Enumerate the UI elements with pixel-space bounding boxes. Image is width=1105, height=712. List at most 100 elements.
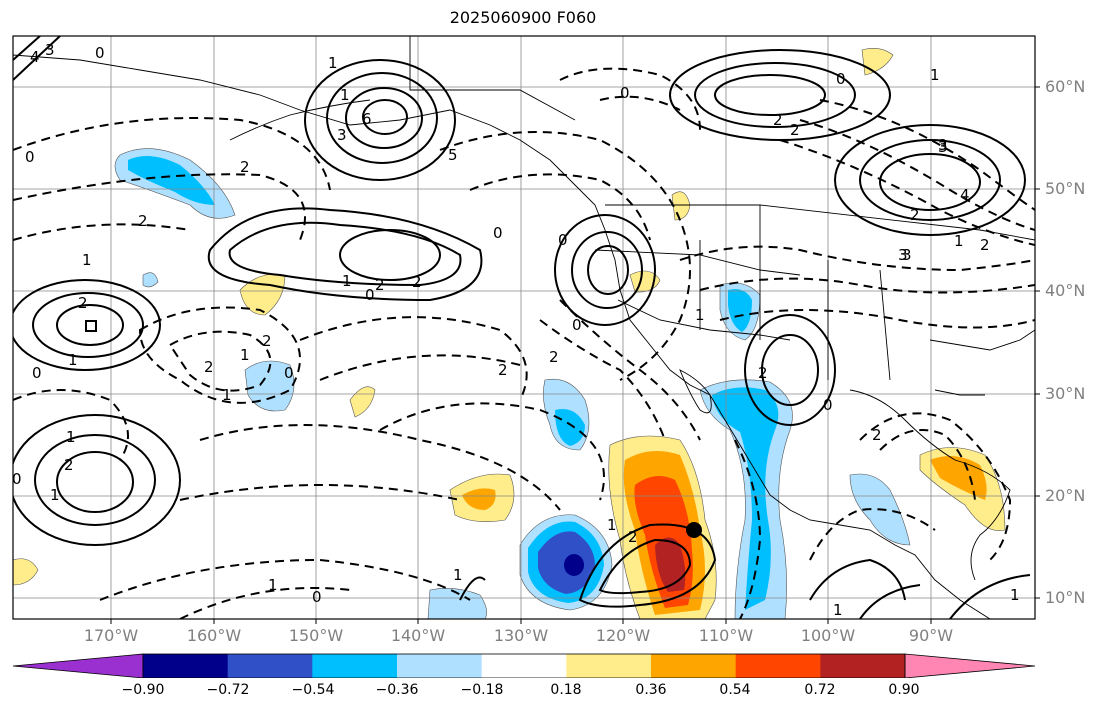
contour-label: 0 (312, 588, 322, 606)
contour-label: 0 (25, 148, 35, 166)
contour-label: 2 (790, 121, 800, 139)
contour-label: 1 (833, 601, 843, 619)
colorbar-tick-label: 0.36 (635, 682, 667, 698)
contour-label: 1 (1010, 586, 1020, 604)
map-frame (12, 35, 1036, 620)
lon-label: 150°W (288, 626, 344, 645)
contour-label: 3 (902, 246, 912, 264)
colorbar-segment (566, 654, 652, 678)
contour-label: 1 (50, 486, 60, 504)
contour-label: 0 (572, 316, 582, 334)
lon-label: 90°W (908, 626, 954, 645)
colorbar-tick-label: −0.36 (375, 682, 419, 698)
colorbar-tick-label: 0.72 (804, 682, 836, 698)
contour-label: 1 (340, 86, 350, 104)
colorbar-segment (481, 654, 567, 678)
contour-label: 0 (95, 44, 105, 62)
colorbar (12, 653, 1036, 678)
contour-label: 2 (980, 236, 990, 254)
colorbar-extend-min (12, 653, 144, 678)
contour-label: 1 (82, 251, 92, 269)
lat-label: 50°N (1045, 179, 1086, 198)
contour-label: 1 (222, 386, 232, 404)
lon-label: 120°W (595, 626, 651, 645)
contour-label: 0 (620, 84, 630, 102)
contour-label: 2 (204, 358, 214, 376)
contour-label: 2 (412, 273, 422, 291)
contour-label: 4 (30, 48, 40, 66)
contour-label: 0 (558, 231, 568, 249)
contour-label: 2 (64, 456, 74, 474)
contour-label: 5 (448, 146, 458, 164)
colorbar-tick-label: −0.18 (460, 682, 504, 698)
colorbar-segment (143, 654, 229, 678)
contour-label: 1 (240, 346, 250, 364)
contour-label: 1 (954, 232, 964, 250)
contour-label: 0 (823, 396, 833, 414)
lat-label: 20°N (1045, 486, 1086, 505)
contour-label: 3 (898, 246, 908, 264)
contour-label: 2 (240, 158, 250, 176)
colorbar-extend-max (904, 653, 1036, 678)
colorbar-frame (142, 653, 906, 678)
contour-label: 0 (365, 286, 375, 304)
colorbar-segment (312, 654, 398, 678)
contour-label: 0 (836, 70, 846, 88)
colorbar-segment (651, 654, 737, 678)
contour-label: 1 (453, 566, 463, 584)
colorbar-tick-label: 0.90 (888, 682, 920, 698)
contour-label: 2 (549, 348, 559, 366)
lon-label: 170°W (83, 626, 139, 645)
storm-center-marker (686, 522, 702, 538)
colorbar-segment (735, 654, 821, 678)
contour-label: 1 (342, 272, 352, 290)
lon-label: 110°W (698, 626, 754, 645)
contour-label: 0 (284, 364, 294, 382)
contour-label: 1 (66, 428, 76, 446)
contour-label: 1 (328, 54, 338, 72)
lat-label: 40°N (1045, 281, 1086, 300)
contour-label: 0 (493, 224, 503, 242)
graticule (13, 36, 1035, 619)
contour-label: 0 (32, 364, 42, 382)
contour-label: 1 (268, 576, 278, 594)
colorbar-segment (820, 654, 906, 678)
contour-label: 2 (375, 276, 385, 294)
contour-label: 2 (758, 364, 768, 382)
contour-label: 2 (910, 206, 920, 224)
colorbar-tick-label: 0.18 (550, 682, 582, 698)
lon-label: 140°W (390, 626, 446, 645)
lon-label: 130°W (493, 626, 549, 645)
colorbar-tick-label: 0.54 (719, 682, 751, 698)
lat-label: 10°N (1045, 588, 1086, 607)
colorbar-segment (397, 654, 483, 678)
contour-label: 2 (872, 426, 882, 444)
contours-dashed (13, 67, 1035, 619)
contour-label: 4 (960, 186, 970, 204)
contour-label: 3 (938, 136, 948, 154)
contour-label: 3 (45, 41, 55, 59)
lon-label: 100°W (800, 626, 856, 645)
contour-label: 3 (337, 126, 347, 144)
colorbar-tick-label: −0.72 (206, 682, 250, 698)
contour-label: 3 (938, 138, 948, 156)
shaded-field (13, 48, 1006, 619)
contour-label: 2 (138, 212, 148, 230)
contour-label: 1 (68, 351, 78, 369)
contour-label: 2 (628, 528, 638, 546)
colorbar-segment (227, 654, 313, 678)
contour-label: 6 (362, 110, 372, 128)
colorbar-tick-label: −0.90 (121, 682, 165, 698)
contour-labels: 4 3 0 1 1 6 3 5 2 0 0 1 2 2 3 2 3 0 2 1 … (12, 41, 1020, 619)
contour-label: 2 (498, 361, 508, 379)
lat-label: 60°N (1045, 77, 1086, 96)
contour-label: 2 (78, 294, 88, 312)
colorbar-tick-label: −0.54 (291, 682, 335, 698)
contour-label: 2 (262, 332, 272, 350)
contour-label: 0 (12, 470, 22, 488)
lat-label: 30°N (1045, 384, 1086, 403)
contours (13, 36, 1031, 619)
contour-label: 1 (695, 306, 705, 324)
tick-marks (110, 86, 1040, 624)
